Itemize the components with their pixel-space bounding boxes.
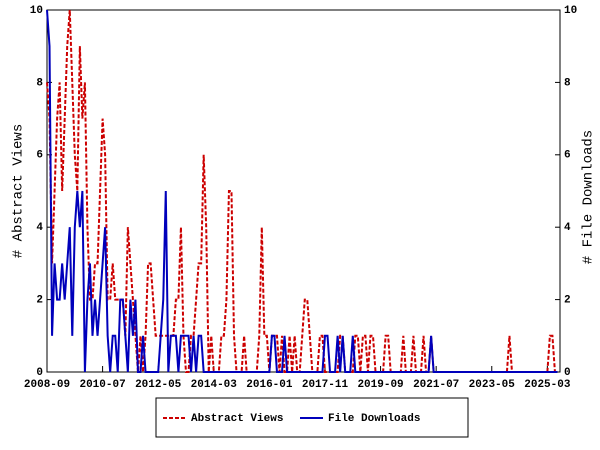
x-tick-label: 2017-11 [302,379,349,391]
x-tick-label: 2008-09 [24,379,70,391]
y2-tick-label: 0 [564,367,571,379]
y-tick-label: 8 [36,77,43,89]
y2-tick-label: 8 [564,77,571,89]
y-tick-label: 2 [36,295,43,307]
y2-tick-label: 4 [564,222,571,234]
x-tick-label: 2014-03 [191,379,238,391]
y-tick-label: 6 [36,150,43,162]
x-tick-label: 2016-01 [246,379,293,391]
legend-label: Abstract Views [191,413,283,425]
y-tick-label: 4 [36,222,43,234]
x-tick-label: 2025-03 [524,379,571,391]
y-tick-label: 10 [30,5,43,17]
x-tick-label: 2012-05 [135,379,182,391]
legend-label: File Downloads [328,413,420,425]
y2-axis-label: # File Downloads [581,130,597,264]
x-tick-label: 2023-05 [469,379,516,391]
y2-tick-label: 6 [564,150,571,162]
y2-tick-label: 10 [564,5,577,17]
y2-tick-label: 2 [564,295,571,307]
y-axis-label: # Abstract Views [11,124,27,258]
x-tick-label: 2019-09 [357,379,403,391]
series-line [46,9,558,373]
x-tick-label: 2021-07 [413,379,459,391]
y-tick-label: 0 [36,367,43,379]
x-tick-label: 2010-07 [79,379,125,391]
